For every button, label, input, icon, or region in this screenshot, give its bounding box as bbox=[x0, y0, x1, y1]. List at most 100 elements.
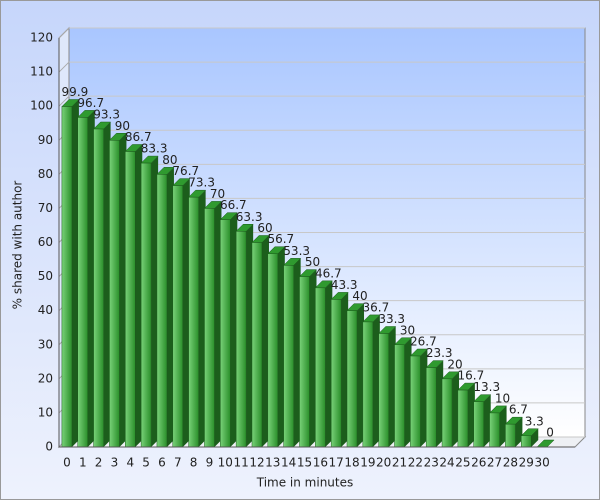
value-label: 83.3 bbox=[141, 142, 168, 156]
bar-side bbox=[214, 201, 222, 447]
bar-side bbox=[151, 156, 159, 448]
bar-side bbox=[341, 292, 349, 447]
bar bbox=[251, 242, 263, 448]
bar bbox=[441, 378, 453, 448]
x-tick-label: 17 bbox=[329, 456, 344, 470]
value-label: 53.3 bbox=[283, 244, 310, 258]
value-label: 13.3 bbox=[473, 380, 500, 394]
value-label: 16.7 bbox=[458, 369, 485, 383]
y-tick-label: 120 bbox=[30, 31, 53, 45]
bar-side bbox=[103, 122, 111, 447]
y-tick-label: 70 bbox=[38, 201, 53, 215]
grid-line bbox=[58, 61, 70, 73]
value-label: 70 bbox=[210, 187, 225, 201]
value-label: 50 bbox=[305, 255, 320, 269]
y-tick-label: 40 bbox=[38, 303, 53, 317]
value-label: 73.3 bbox=[188, 176, 215, 190]
bar bbox=[394, 344, 405, 448]
bar bbox=[299, 276, 310, 448]
y-tick-label: 50 bbox=[38, 269, 53, 283]
bar-side bbox=[198, 190, 206, 447]
x-tick-label: 29 bbox=[519, 456, 534, 470]
bar bbox=[425, 367, 437, 448]
bar-side bbox=[87, 110, 95, 447]
bar bbox=[362, 321, 374, 448]
bar-side bbox=[388, 326, 396, 447]
value-label: 93.3 bbox=[93, 108, 120, 122]
x-tick-label: 24 bbox=[439, 456, 454, 470]
y-tick-label: 110 bbox=[30, 65, 53, 79]
x-tick-label: 3 bbox=[111, 456, 119, 470]
bar bbox=[235, 231, 247, 448]
bar bbox=[378, 333, 389, 448]
value-label: 80 bbox=[162, 153, 177, 167]
bar bbox=[61, 106, 73, 448]
value-label: 26.7 bbox=[410, 334, 437, 348]
bar-side bbox=[483, 394, 491, 447]
bar bbox=[520, 435, 532, 448]
bar-side bbox=[246, 224, 254, 447]
value-label: 63.3 bbox=[236, 210, 263, 224]
bar-side bbox=[135, 144, 143, 447]
bar bbox=[330, 299, 342, 448]
value-label: 23.3 bbox=[426, 346, 453, 360]
bar-side bbox=[182, 178, 190, 448]
y-tick-label: 20 bbox=[38, 371, 53, 385]
bar bbox=[283, 265, 294, 448]
bar bbox=[473, 401, 484, 448]
x-tick-label: 5 bbox=[142, 456, 150, 470]
y-axis-title: % shared with author bbox=[11, 181, 25, 310]
x-tick-label: 18 bbox=[344, 456, 359, 470]
x-tick-label: 2 bbox=[95, 456, 103, 470]
x-tick-label: 14 bbox=[281, 456, 296, 470]
y-tick-label: 30 bbox=[38, 337, 53, 351]
bar bbox=[156, 174, 168, 448]
x-tick-label: 23 bbox=[424, 456, 439, 470]
bar bbox=[489, 412, 500, 448]
bar-side bbox=[293, 258, 301, 447]
x-tick-label: 0 bbox=[63, 456, 71, 470]
bar-side bbox=[452, 371, 460, 447]
bar bbox=[172, 185, 184, 448]
bar-side bbox=[515, 417, 523, 447]
x-tick-label: 12 bbox=[249, 456, 264, 470]
x-tick-label: 22 bbox=[408, 456, 423, 470]
bar-side bbox=[166, 167, 174, 448]
x-tick-label: 13 bbox=[265, 456, 280, 470]
bar-side bbox=[467, 383, 475, 447]
grid-line bbox=[58, 95, 70, 107]
x-tick-label: 30 bbox=[534, 456, 549, 470]
bar-side bbox=[309, 269, 317, 447]
value-label: 30 bbox=[400, 323, 415, 337]
value-label: 0 bbox=[546, 426, 554, 440]
x-tick-label: 1 bbox=[79, 456, 87, 470]
x-tick-label: 21 bbox=[392, 456, 407, 470]
value-label: 33.3 bbox=[378, 312, 405, 326]
bar bbox=[140, 162, 152, 448]
y-tick-label: 100 bbox=[30, 99, 53, 113]
bar bbox=[346, 310, 358, 448]
bar-side bbox=[499, 405, 507, 447]
bar-side bbox=[230, 212, 238, 447]
bar-side bbox=[357, 303, 365, 447]
bar bbox=[204, 208, 215, 448]
x-tick-label: 11 bbox=[234, 456, 249, 470]
y-tick-label: 10 bbox=[38, 405, 53, 419]
value-label: 86.7 bbox=[125, 130, 152, 144]
bar-side bbox=[277, 246, 285, 447]
x-tick-label: 6 bbox=[158, 456, 166, 470]
bar bbox=[410, 355, 421, 448]
bar bbox=[109, 140, 120, 448]
bar bbox=[457, 389, 469, 448]
grid-line bbox=[58, 27, 70, 39]
value-label: 90 bbox=[115, 119, 130, 133]
value-label: 20 bbox=[447, 357, 462, 371]
value-label: 6.7 bbox=[509, 403, 528, 417]
x-tick-label: 9 bbox=[206, 456, 214, 470]
y-tick-label: 0 bbox=[45, 440, 53, 454]
bar bbox=[77, 117, 89, 448]
bar-side bbox=[372, 314, 380, 447]
bar-side bbox=[531, 428, 539, 447]
y-tick-label: 80 bbox=[38, 167, 53, 181]
